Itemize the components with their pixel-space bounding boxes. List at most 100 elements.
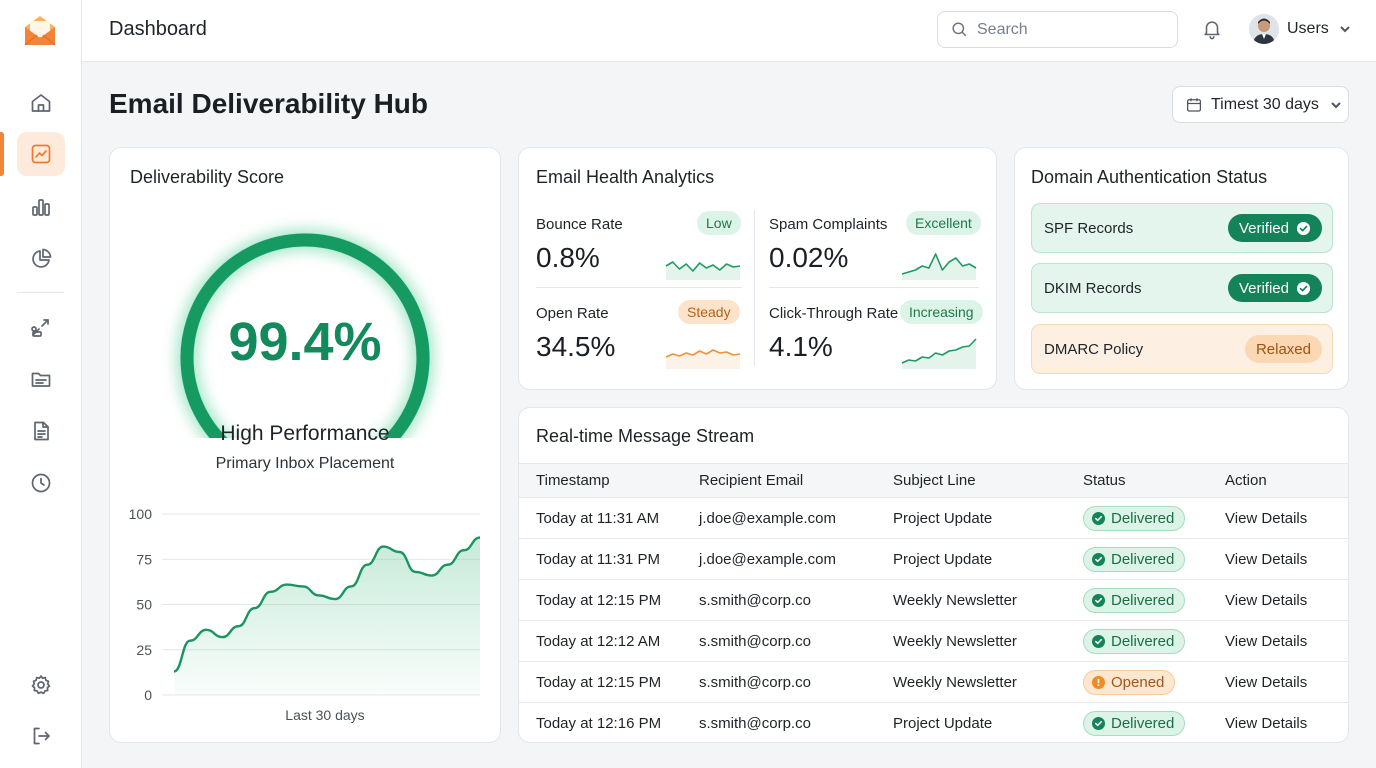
bar-chart-icon — [32, 199, 50, 216]
action-cell: View Details — [1225, 579, 1348, 621]
view-details-link[interactable]: View Details — [1225, 632, 1308, 650]
status-text: Delivered — [1111, 632, 1175, 650]
view-details-link[interactable]: View Details — [1225, 591, 1308, 609]
header-title: Dashboard — [109, 18, 207, 40]
action-cell: View Details — [1225, 703, 1348, 743]
search-input[interactable] — [977, 20, 1167, 39]
sparkline-area — [666, 262, 740, 280]
score-sublabel: Primary Inbox Placement — [215, 455, 395, 472]
message-stream-card: Real-time Message Stream Timestamp Recip… — [518, 407, 1349, 743]
clock-icon — [31, 473, 51, 493]
sparkline — [665, 349, 741, 369]
active-nav-indicator — [0, 132, 4, 176]
notifications-button[interactable] — [1201, 18, 1225, 42]
score-gauge — [176, 229, 434, 438]
column-header: Subject Line — [893, 472, 976, 489]
pie-chart-icon — [32, 248, 52, 268]
metric-name: Click-Through Rate — [769, 305, 899, 322]
y-tick-label: 75 — [136, 551, 152, 567]
column-header: Action — [1225, 472, 1267, 489]
recipient-cell: s.smith@corp.co — [699, 620, 893, 662]
auth-row-spf[interactable]: SPF Records Verified — [1031, 203, 1333, 253]
trend-icon — [31, 144, 51, 164]
status-text: Verified — [1238, 219, 1289, 237]
check-circle-icon — [1092, 716, 1105, 730]
auth-row-dmarc[interactable]: DMARC Policy Relaxed — [1031, 324, 1333, 374]
timestamp-cell: Today at 12:12 AM — [519, 620, 699, 662]
mail-logo-icon[interactable] — [22, 14, 58, 48]
auth-row-dkim[interactable]: DKIM Records Verified — [1031, 263, 1333, 313]
metric-divider — [769, 287, 979, 288]
view-details-link[interactable]: View Details — [1225, 550, 1308, 568]
check-circle-icon — [1296, 221, 1311, 235]
nav-logout[interactable] — [17, 714, 65, 758]
recipient-cell: s.smith@corp.co — [699, 579, 893, 621]
table-row: Today at 12:15 PM s.smith@corp.co Weekly N… — [519, 579, 1348, 621]
status-badge: Steady — [678, 300, 740, 324]
subject-cell: Weekly Newsletter — [893, 579, 1083, 621]
health-card-title: Email Health Analytics — [536, 167, 715, 187]
metric-divider — [754, 210, 755, 366]
status-text: Relaxed — [1255, 340, 1311, 358]
score-value: 99.4% — [228, 312, 382, 372]
nav-breakdown[interactable] — [17, 237, 65, 281]
metric-value: 0.02% — [769, 242, 849, 273]
nav-routing[interactable] — [17, 305, 65, 349]
action-cell: View Details — [1225, 661, 1348, 703]
metric-divider — [536, 287, 742, 288]
status-cell: Delivered — [1083, 497, 1225, 539]
domain-card-title: Domain Authentication Status — [1031, 167, 1268, 187]
deliverability-score-card: Deliverability Score 99.4% High Performa… — [109, 147, 501, 743]
date-range-selector[interactable]: Timest 30 days — [1172, 86, 1349, 123]
logout-icon — [33, 727, 50, 745]
table-row: Today at 12:12 AM s.smith@corp.co Weekly N… — [519, 620, 1348, 662]
status-badge: Low — [697, 211, 741, 235]
sparkline-area — [902, 254, 976, 280]
status-cell: Delivered — [1083, 538, 1225, 580]
nav-history[interactable] — [17, 461, 65, 505]
subject-cell: Weekly Newsletter — [893, 620, 1083, 662]
search-box[interactable] — [937, 11, 1178, 48]
view-details-link[interactable]: View Details — [1225, 509, 1308, 527]
column-header: Status — [1083, 472, 1126, 489]
nav-folders[interactable] — [17, 357, 65, 401]
view-details-link[interactable]: View Details — [1225, 673, 1308, 691]
recipient-cell: s.smith@corp.co — [699, 714, 811, 732]
metric-name: Bounce Rate — [536, 216, 623, 233]
status-badge: Delivered — [1083, 587, 1186, 613]
status-text: Delivered — [1111, 591, 1175, 609]
top-header: Dashboard Users — [82, 0, 1376, 62]
subject-cell: Project Update — [893, 497, 1083, 539]
nav-analytics[interactable] — [17, 132, 65, 176]
metric-value: 0.8% — [536, 242, 600, 273]
message-table: Timestamp Recipient Email Subject Line S… — [519, 463, 1348, 743]
nav-home[interactable] — [17, 81, 65, 125]
gauge-fill — [180, 233, 430, 438]
status-badge: Delivered — [1083, 546, 1186, 572]
nav-reports[interactable] — [17, 185, 65, 229]
column-header: Timestamp — [536, 472, 610, 489]
user-menu[interactable]: Users — [1249, 14, 1352, 44]
score-trend-chart: 100 75 50 25 0 Last 30 days — [129, 506, 481, 723]
subject-cell: Project Update — [893, 714, 993, 732]
table-row: Today at 11:31 PM j.doe@example.com Projec… — [519, 538, 1348, 580]
y-tick-label: 100 — [129, 506, 153, 522]
nav-documents[interactable] — [17, 409, 65, 453]
recipient-cell: j.doe@example.com — [699, 538, 893, 580]
email-health-card: Email Health Analytics Bounce Rate Low 0… — [518, 147, 997, 390]
check-circle-icon — [1092, 634, 1105, 648]
sparkline-line — [665, 349, 741, 358]
metric-value: 4.1% — [769, 331, 833, 362]
sparkline — [901, 253, 977, 280]
page-title: Email Deliverability Hub — [109, 88, 428, 119]
domain-auth-card: Domain Authentication Status SPF Records… — [1014, 147, 1349, 390]
status-text: Delivered — [1111, 714, 1175, 732]
status-text: Delivered — [1111, 509, 1175, 527]
check-circle-icon — [1092, 552, 1105, 566]
view-details-link[interactable]: View Details — [1225, 714, 1308, 732]
status-badge: Delivered — [1083, 628, 1186, 654]
nav-settings[interactable] — [17, 663, 65, 707]
metric-value: 34.5% — [536, 331, 616, 362]
metric-open-rate: Open Rate Steady 34.5% — [536, 300, 744, 375]
x-axis-label: Last 30 days — [285, 707, 364, 723]
